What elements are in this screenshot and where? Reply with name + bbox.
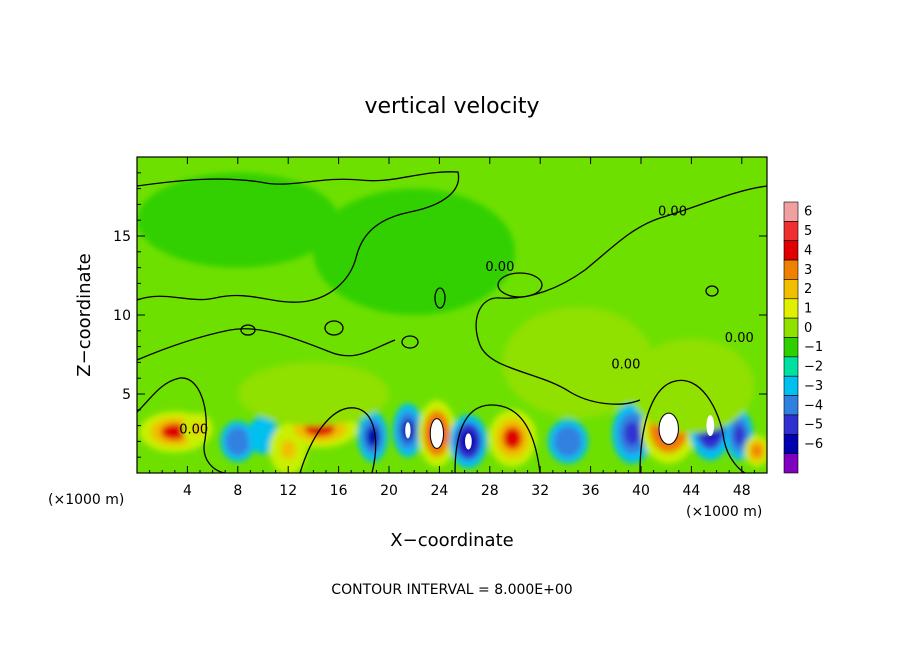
colorbar-swatch-4 [783, 279, 799, 300]
velocity-core-9 [464, 433, 472, 450]
velocity-core-13 [658, 412, 679, 445]
x-tick-label-10: 44 [682, 483, 700, 499]
contour-labels: 0.00 0.00 0.00 0.00 0.00 [179, 204, 754, 437]
x-tick-label-0: 4 [183, 483, 192, 499]
y-tick-label-2: 15 [113, 229, 131, 245]
velocity-cell-0-level-2 [160, 423, 189, 441]
colorbar-swatch-11 [783, 414, 799, 435]
colorbar-label-6: 0 [804, 321, 812, 336]
colorbar-swatch-10 [783, 395, 799, 416]
velocity-cores [405, 412, 715, 450]
x-tick-label-8: 36 [582, 483, 600, 499]
colorbar-label-10: −4 [804, 398, 823, 413]
contour-label-1: 0.00 [658, 204, 687, 219]
velocity-cell-4-level-2 [280, 439, 296, 460]
chart-title: vertical velocity [364, 94, 539, 119]
velocity-cell-19-level-0 [237, 362, 389, 426]
velocity-cell-2-level-2 [230, 433, 245, 450]
y-axis-label: Z−coordinate [74, 253, 95, 376]
velocity-cell-12-level-2 [624, 421, 641, 446]
contour-label-3: 0.00 [611, 358, 640, 373]
y-axis-ticks: 5 10 15 [113, 172, 767, 458]
zero-contours [137, 171, 767, 473]
y-tick-label-1: 10 [113, 308, 131, 324]
contour-blob-4 [705, 285, 719, 297]
x-axis-label: X−coordinate [390, 530, 513, 551]
contour-interval-footer: CONTOUR INTERVAL = 8.000E+00 [331, 582, 572, 598]
colorbar-label-2: 4 [804, 243, 812, 258]
velocity-cells [137, 172, 767, 473]
x-tick-label-2: 12 [279, 483, 297, 499]
colorbar-label-0: 6 [804, 205, 812, 220]
contour-line-right [475, 185, 767, 405]
colorbar-label-11: −5 [804, 418, 823, 433]
colorbar-label-7: −1 [804, 340, 823, 355]
velocity-cell-20-level-0 [313, 188, 515, 315]
x-axis-ticks: 4 8 12 16 20 24 28 32 36 40 44 48 [149, 157, 755, 499]
colorbar-label-3: 3 [804, 263, 812, 278]
x-tick-label-6: 28 [481, 483, 499, 499]
colorbar-label-8: −2 [804, 360, 823, 375]
velocity-cell-3-level-2 [256, 427, 270, 443]
contour-blob-5 [240, 324, 256, 336]
x-tick-label-5: 24 [430, 483, 448, 499]
colorbar-swatch-13 [783, 453, 799, 474]
colorbar-label-5: 1 [804, 301, 812, 316]
velocity-core-14 [706, 415, 715, 437]
velocity-cell-18-level-0 [628, 338, 755, 434]
contour-label-4: 0.00 [725, 331, 754, 346]
colorbar-swatch-9 [783, 375, 799, 396]
colorbar-swatch-7 [783, 337, 799, 358]
x-tick-label-1: 8 [233, 483, 242, 499]
contour-line-bottom2 [299, 407, 377, 473]
colorbar-label-12: −6 [804, 437, 823, 452]
colorbar-swatch-0 [783, 201, 799, 222]
velocity-cell-10-level-2 [502, 426, 523, 450]
velocity-core-7 [405, 422, 411, 439]
colorbar-swatch-2 [783, 240, 799, 261]
contour-line-bottom3 [454, 404, 541, 473]
velocity-cell-6-level-2 [366, 426, 379, 447]
contour-label-0: 0.00 [179, 423, 208, 438]
contour-line-bottom [137, 377, 226, 473]
colorbar-swatch-1 [783, 221, 799, 242]
x-tick-label-9: 40 [632, 483, 650, 499]
x-tick-label-7: 32 [531, 483, 549, 499]
velocity-cell-21-level-0 [137, 172, 339, 268]
contour-blob-6 [401, 335, 419, 349]
colorbar-swatch-3 [783, 259, 799, 280]
colorbar-label-9: −3 [804, 379, 823, 394]
contour-line-mid [137, 328, 396, 361]
y-tick-label-0: 5 [122, 387, 131, 403]
velocity-cell-15-level-2 [733, 424, 745, 446]
x-tick-label-4: 20 [380, 483, 398, 499]
colorbar-label-1: 5 [804, 224, 812, 239]
x-tick-label-3: 16 [330, 483, 348, 499]
colorbar-label-4: 2 [804, 282, 812, 297]
contour-blob-3 [434, 287, 446, 309]
velocity-cell-16-level-2 [751, 444, 762, 458]
x-unit-right: (×1000 m) [686, 504, 762, 520]
x-unit-left: (×1000 m) [48, 492, 124, 508]
velocity-cell-1-level-2 [191, 422, 204, 436]
velocity-cell-17-level-0 [502, 307, 654, 418]
contour-blob-1 [324, 320, 344, 336]
colorbar-swatch-5 [783, 298, 799, 319]
colorbar-swatch-6 [783, 317, 799, 338]
colorbar-swatch-12 [783, 433, 799, 454]
velocity-cell-11-level-2 [559, 432, 576, 451]
contour-line-upper [137, 171, 460, 303]
plot-area: 0.00 0.00 0.00 0.00 0.00 [137, 157, 767, 473]
contour-line-bottom4 [639, 379, 746, 473]
contour-blob-2 [497, 272, 543, 298]
velocity-core-8 [429, 418, 444, 449]
colorbar: 6 5 4 3 2 1 0 −1 −2 −3 −4 −5 −6 [783, 201, 823, 474]
contour-label-2: 0.00 [485, 260, 514, 275]
colorbar-swatch-8 [783, 356, 799, 377]
x-tick-label-11: 48 [733, 483, 751, 499]
